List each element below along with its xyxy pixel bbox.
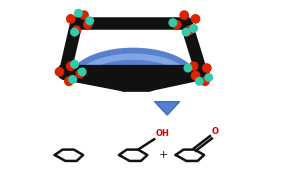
Circle shape (182, 28, 190, 36)
Circle shape (203, 64, 211, 72)
Circle shape (67, 62, 75, 70)
Polygon shape (155, 102, 179, 115)
Text: +: + (159, 150, 168, 160)
Circle shape (86, 17, 93, 25)
Circle shape (196, 77, 203, 85)
Circle shape (84, 20, 92, 29)
Circle shape (169, 19, 177, 26)
Circle shape (180, 11, 188, 19)
Circle shape (191, 71, 200, 80)
Circle shape (75, 9, 82, 17)
Circle shape (67, 15, 75, 23)
Circle shape (205, 74, 212, 81)
Circle shape (72, 26, 81, 34)
Circle shape (201, 77, 209, 85)
Circle shape (55, 68, 64, 76)
Circle shape (184, 64, 192, 72)
Circle shape (76, 70, 84, 78)
Text: OH: OH (155, 129, 169, 138)
Circle shape (71, 28, 78, 36)
Circle shape (80, 11, 88, 19)
Circle shape (78, 68, 86, 76)
Circle shape (65, 77, 73, 85)
Circle shape (186, 26, 194, 34)
Text: O: O (212, 127, 219, 136)
Circle shape (71, 60, 78, 68)
Circle shape (173, 20, 181, 29)
Circle shape (191, 15, 200, 23)
Circle shape (190, 62, 198, 70)
Circle shape (190, 25, 197, 32)
Circle shape (69, 76, 77, 83)
